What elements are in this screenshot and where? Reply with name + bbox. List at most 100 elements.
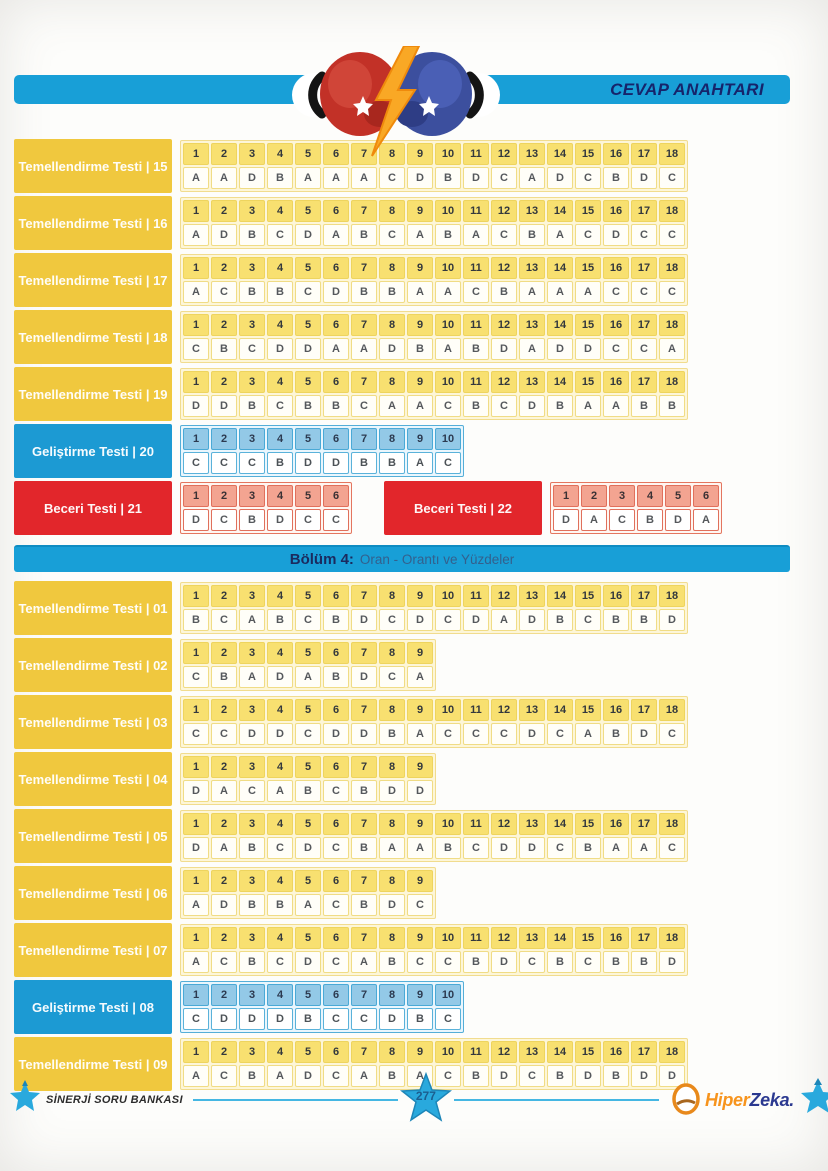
- question-number-cell: 2: [581, 485, 607, 507]
- test-row: Temellendirme Testi | 01 1 2 3 4 5 6 7 8 9 10 11 12 1…: [14, 581, 814, 635]
- question-number-cell: 11: [463, 699, 489, 721]
- question-number-cell: 14: [547, 200, 573, 222]
- question-number-cell: 2: [211, 371, 237, 393]
- question-number-cell: 14: [547, 257, 573, 279]
- question-number-cell: 3: [239, 927, 265, 949]
- answer-cell: C: [267, 224, 293, 246]
- answer-cell: D: [407, 167, 433, 189]
- star-icon: [399, 1072, 452, 1122]
- answer-cell: B: [211, 338, 237, 360]
- answer-cell: D: [183, 509, 209, 531]
- question-number-cell: 5: [295, 314, 321, 336]
- test-label: Temellendirme Testi | 06: [14, 866, 172, 920]
- answer-cell: C: [379, 609, 405, 631]
- answer-cell: B: [435, 167, 461, 189]
- question-number-cell: 10: [435, 371, 461, 393]
- question-number-cell: 2: [211, 642, 237, 664]
- question-number-cell: 2: [211, 200, 237, 222]
- test-label: Temellendirme Testi | 16: [14, 196, 172, 250]
- answer-cell: D: [183, 395, 209, 417]
- answer-cell: A: [407, 666, 433, 688]
- answer-table: 1 2 3 4 5 6 7 8 9 10 11 12 13 14 15 16 17 18 A A D B A A A C D B D C A…: [180, 140, 688, 192]
- question-numbers: 1 2 3 4 5 6 7 8 9 10 11 12 13 14 15 16 17 18: [183, 314, 685, 336]
- answer-cell: D: [323, 723, 349, 745]
- answer-cell: B: [267, 452, 293, 474]
- answer-cell: A: [295, 666, 321, 688]
- answer-table: 1 2 3 4 5 6 7 8 9 10 11 12 13 14 15 16 17 18 C C D D C D D B A C C C D…: [180, 696, 688, 748]
- test-row: Temellendirme Testi | 05 1 2 3 4 5 6 7 8 9 10 11 12 1…: [14, 809, 814, 863]
- question-number-cell: 2: [211, 257, 237, 279]
- question-number-cell: 16: [603, 371, 629, 393]
- answer-cell: C: [463, 723, 489, 745]
- answer-cell: B: [603, 167, 629, 189]
- answer-cell: C: [435, 1065, 461, 1087]
- page-number: 277: [415, 1089, 436, 1103]
- question-number-cell: 1: [183, 585, 209, 607]
- question-number-cell: 5: [295, 813, 321, 835]
- answer-cell: C: [407, 951, 433, 973]
- question-number-cell: 11: [463, 257, 489, 279]
- question-number-cell: 16: [603, 699, 629, 721]
- answer-table: 1 2 3 4 5 6 7 8 9 10 C D D D B C C D B C: [180, 981, 464, 1033]
- answer-cell: D: [267, 666, 293, 688]
- question-number-cell: 16: [603, 200, 629, 222]
- answer-cell: C: [323, 1065, 349, 1087]
- test-label: Beceri Testi | 22: [384, 481, 542, 535]
- answer-cell: B: [267, 609, 293, 631]
- answer-cell: D: [519, 395, 545, 417]
- answer-cell: C: [239, 338, 265, 360]
- answer-cell: A: [463, 224, 489, 246]
- test-label: Temellendirme Testi | 02: [14, 638, 172, 692]
- test-row: Geliştirme Testi | 20 1 2 3 4 5 6 7 8 9 10 C C C B D D B B…: [14, 424, 814, 478]
- question-number-cell: 11: [463, 927, 489, 949]
- question-number-cell: 9: [407, 870, 433, 892]
- boxing-gloves-lightning-icon: [288, 45, 504, 158]
- answer-cell: B: [519, 224, 545, 246]
- answer-cell: A: [211, 780, 237, 802]
- question-number-cell: 4: [267, 1041, 293, 1063]
- answer-cell: A: [407, 395, 433, 417]
- question-number-cell: 4: [267, 642, 293, 664]
- answer-cell: D: [239, 1008, 265, 1030]
- question-number-cell: 10: [435, 813, 461, 835]
- star-icon: [8, 1079, 42, 1121]
- question-number-cell: 7: [351, 585, 377, 607]
- test-label: Temellendirme Testi | 18: [14, 310, 172, 364]
- answer-cell: C: [211, 1065, 237, 1087]
- question-number-cell: 3: [239, 371, 265, 393]
- answer-cell: A: [239, 609, 265, 631]
- question-number-cell: 6: [323, 870, 349, 892]
- question-number-cell: 4: [267, 699, 293, 721]
- question-number-cell: 8: [379, 756, 405, 778]
- answer-cell: D: [295, 1065, 321, 1087]
- question-number-cell: 16: [603, 927, 629, 949]
- answer-cell: B: [351, 837, 377, 859]
- question-number-cell: 11: [463, 813, 489, 835]
- answer-cell: A: [379, 395, 405, 417]
- question-number-cell: 5: [295, 143, 321, 165]
- question-number-cell: 10: [435, 143, 461, 165]
- answer-cell: C: [575, 224, 601, 246]
- question-number-cell: 16: [603, 143, 629, 165]
- answer-cell: C: [491, 167, 517, 189]
- test-row: Temellendirme Testi | 17 1 2 3 4 5 6 7 8 9 10 11 12 1…: [14, 253, 814, 307]
- answer-cell: D: [295, 951, 321, 973]
- answer-cell: B: [323, 395, 349, 417]
- answer-cell: D: [575, 1065, 601, 1087]
- answer-cell: C: [631, 224, 657, 246]
- answer-cell: D: [323, 452, 349, 474]
- answer-cell: C: [407, 894, 433, 916]
- answer-table: 1 2 3 4 5 6 7 8 9 10 11 12 13 14 15 16 17 18 A D B C D A B C A B A C B…: [180, 197, 688, 249]
- question-number-cell: 5: [295, 257, 321, 279]
- answer-cell: D: [659, 609, 685, 631]
- answer-cell: C: [603, 281, 629, 303]
- answer-cell: C: [379, 167, 405, 189]
- question-number-cell: 4: [267, 257, 293, 279]
- answer-cell: C: [463, 281, 489, 303]
- question-number-cell: 14: [547, 699, 573, 721]
